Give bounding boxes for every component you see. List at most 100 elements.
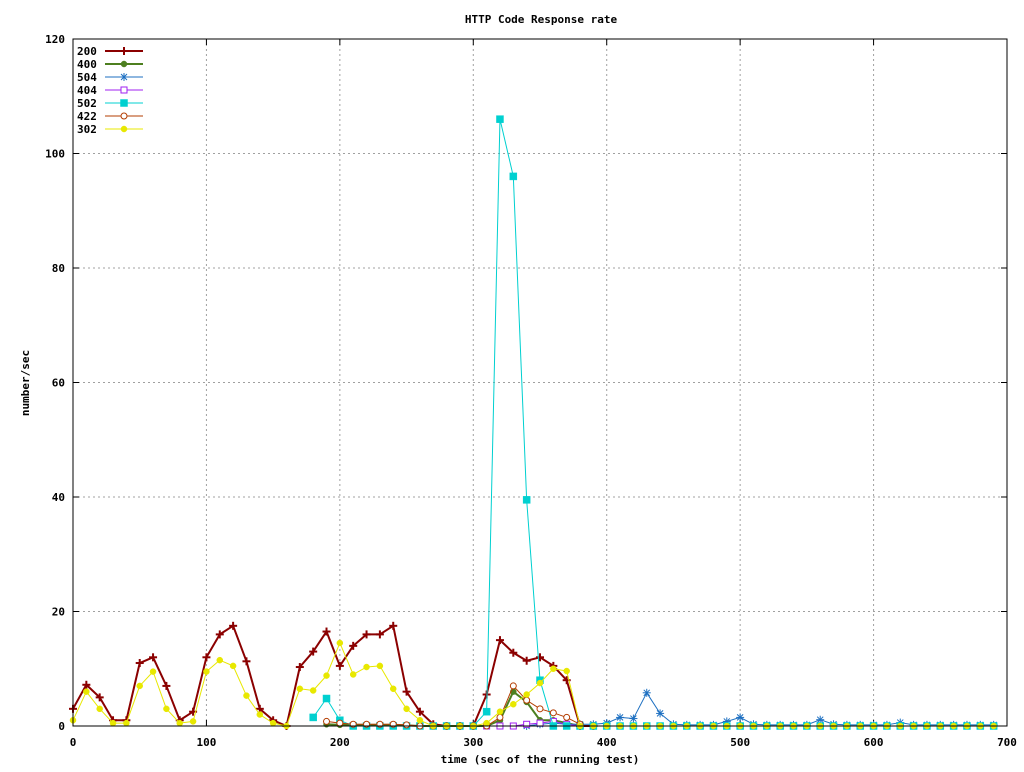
marker-shape <box>496 713 504 721</box>
series-422-point <box>323 717 331 725</box>
marker-shape <box>336 719 344 727</box>
series-302-point <box>376 662 384 670</box>
plot-frame <box>72 38 1008 727</box>
series-302-point <box>389 685 397 693</box>
marker-shape <box>309 713 317 722</box>
marker-stroke <box>816 716 824 724</box>
series-502 <box>309 115 998 730</box>
series-layer <box>69 115 998 730</box>
marker-shape <box>120 60 128 68</box>
legend-marker <box>120 73 128 81</box>
marker-shape <box>563 713 571 721</box>
marker-shape <box>322 694 331 703</box>
series-302-point <box>149 668 157 675</box>
series-504-point <box>656 709 665 718</box>
series-302-point <box>416 717 424 724</box>
series-422-point <box>563 713 571 721</box>
y-axis-label: number/sec <box>19 350 32 416</box>
series-200-point <box>82 680 91 689</box>
series-422-point <box>536 705 544 713</box>
series-200-point <box>389 621 398 630</box>
series-302-point <box>496 708 504 715</box>
legend-label: 400 <box>77 58 97 71</box>
series-422-point <box>496 713 504 721</box>
series-302-point <box>176 719 183 727</box>
marker-shape <box>109 719 117 727</box>
marker-shape <box>536 679 544 687</box>
marker-shape <box>120 86 128 94</box>
legend-entry-400: 400 <box>77 58 143 71</box>
series-422 <box>323 682 584 730</box>
series-302-point <box>123 719 130 727</box>
series-302-point <box>323 672 330 679</box>
legend-entry-200: 200 <box>77 45 143 58</box>
marker-stroke <box>630 715 637 722</box>
marker-shape <box>563 667 570 675</box>
series-502-point <box>522 496 531 504</box>
series-200-point <box>415 707 424 716</box>
series-302-point <box>256 711 264 718</box>
legend-marker <box>120 60 128 68</box>
series-200-point <box>509 648 518 657</box>
x-tick-label: 500 <box>730 736 750 749</box>
legend-label: 502 <box>77 97 97 110</box>
series-302-point <box>349 671 357 678</box>
series-502-point <box>482 707 491 716</box>
series-504-line <box>526 692 994 727</box>
marker-shape <box>523 696 531 704</box>
marker-shape <box>163 705 170 713</box>
series-504-point <box>629 714 638 723</box>
marker-shape <box>189 718 197 725</box>
series-200-point <box>135 659 144 668</box>
series-200-point <box>362 630 371 639</box>
legend-label: 404 <box>77 84 97 97</box>
x-tick-label: 600 <box>864 736 884 749</box>
marker-shape <box>176 719 183 727</box>
series-302-point <box>229 662 237 670</box>
series-302-point <box>216 656 224 664</box>
series-302-point <box>510 700 517 708</box>
marker-shape <box>136 682 143 690</box>
marker-shape <box>549 709 557 717</box>
series-200-point <box>202 653 211 662</box>
series-200-point <box>375 630 384 639</box>
x-tick-label: 300 <box>463 736 483 749</box>
marker-shape <box>389 685 397 693</box>
y-tick-label: 80 <box>52 262 65 275</box>
series-422-point <box>336 719 344 727</box>
series-200-point <box>162 681 171 690</box>
marker-shape <box>496 115 504 123</box>
marker-shape <box>269 719 277 727</box>
y-tick-label: 20 <box>52 606 65 619</box>
series-502-point <box>509 172 518 181</box>
series-302-line <box>72 642 994 727</box>
x-tick-label: 200 <box>330 736 350 749</box>
marker-shape <box>482 707 491 716</box>
y-tick-label: 40 <box>52 491 65 504</box>
legend-marker <box>120 86 128 94</box>
series-404-point <box>536 719 544 727</box>
y-tick-label: 60 <box>52 377 65 390</box>
legend-entry-504: 504 <box>77 71 143 84</box>
series-422-point <box>509 682 517 690</box>
series-302-point <box>243 692 250 699</box>
series-504-point <box>642 688 651 697</box>
series-302-point <box>336 639 344 647</box>
series-302-point <box>536 679 544 687</box>
series-302-point <box>403 705 410 713</box>
series-302-point <box>363 663 370 671</box>
marker-shape <box>323 672 330 679</box>
marker-shape <box>309 687 317 694</box>
marker-stroke <box>616 714 624 721</box>
chart-title: HTTP Code Response rate <box>465 13 618 26</box>
legend-entry-422: 422 <box>77 110 143 123</box>
marker-stroke <box>736 714 744 721</box>
marker-shape <box>120 99 128 107</box>
legend-entry-302: 302 <box>77 123 143 136</box>
marker-shape <box>120 125 128 133</box>
x-tick-label: 400 <box>597 736 617 749</box>
marker-shape <box>243 692 250 699</box>
marker-shape <box>323 717 331 725</box>
legend-entry-404: 404 <box>77 84 143 97</box>
